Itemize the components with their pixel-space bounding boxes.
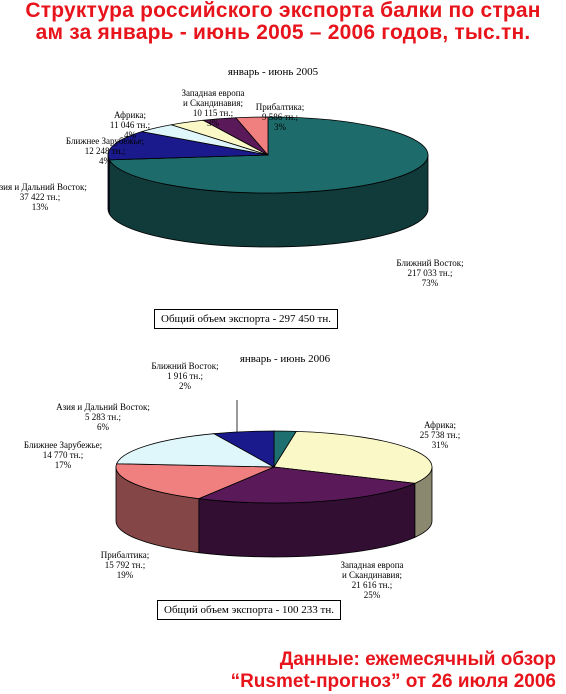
data-label-африка: Африка; 25 738 тн.; 31% bbox=[420, 420, 461, 450]
main-title-line-2: ам за январь - июнь 2005 – 2006 годов, т… bbox=[35, 21, 531, 44]
data-label-западная-европа-и-скандинавия: Западная европа и Скандинавия; 21 616 тн.;… bbox=[340, 560, 403, 600]
data-label-ближнее-зарубежье: Ближнее Зарубежье; 14 770 тн.; 17% bbox=[24, 440, 102, 470]
data-label-азия-и-дальний-восток: Азия и Дальний Восток; 5 283 тн.; 6% bbox=[56, 402, 150, 432]
source-line-1: Данные: ежемесячный обзор bbox=[279, 649, 556, 670]
slice-азия-и-дальний-восток bbox=[107, 131, 269, 161]
pie-chart-2: январь - июнь 2006 Ближний Восток; 1 916 т… bbox=[24, 353, 460, 600]
data-label-азия-и-дальний-восток: Азия и Дальний Восток; 37 422 тн.; 13% bbox=[0, 182, 87, 212]
data-label-западная-европа-и-скандинавия: Западная европа и Скандинавия; 10 115 тн.;… bbox=[181, 88, 244, 128]
data-label-африка: Африка; 11 046 тн.; 4% bbox=[110, 110, 150, 140]
slice-азия-и-дальний-восток bbox=[212, 430, 275, 468]
slice-прибалтика bbox=[115, 463, 275, 500]
total-export-2006: Общий объем экспорта - 100 233 тн. bbox=[157, 600, 341, 620]
slice-ближнее-зарубежье bbox=[116, 433, 275, 468]
source-line-2: “Rusmet-прогноз” от 26 июля 2006 bbox=[230, 671, 556, 692]
data-label-ближний-восток: Ближний Восток; 1 916 тн.; 2% bbox=[151, 361, 218, 391]
main-title: Структура российского экспорта балки по … bbox=[0, 0, 566, 44]
data-label-ближний-восток: Ближний Восток; 217 033 тн.; 73% bbox=[396, 258, 463, 288]
chart-title: январь - июнь 2005 bbox=[228, 66, 319, 78]
total-export-2005: Общий объем экспорта - 297 450 тн. bbox=[154, 309, 338, 329]
pie-chart-1: январь - июнь 2005 Ближний Восток; 217 033… bbox=[0, 66, 464, 288]
data-label-прибалтика: Прибалтика; 9 586 тн.; 3% bbox=[256, 102, 304, 132]
chart-title: январь - июнь 2006 bbox=[240, 353, 331, 365]
slice-прибалтика bbox=[234, 116, 269, 157]
main-title-line-1: Структура российского экспорта балки по … bbox=[25, 0, 541, 22]
slice-африка bbox=[273, 430, 433, 484]
slice-ближний-восток bbox=[108, 116, 429, 194]
data-label-ближнее-зарубежье: Ближнее Зарубежье; 12 248 тн.; 4% bbox=[66, 136, 144, 166]
data-label-прибалтика: Прибалтика; 15 792 тн.; 19% bbox=[101, 550, 149, 580]
